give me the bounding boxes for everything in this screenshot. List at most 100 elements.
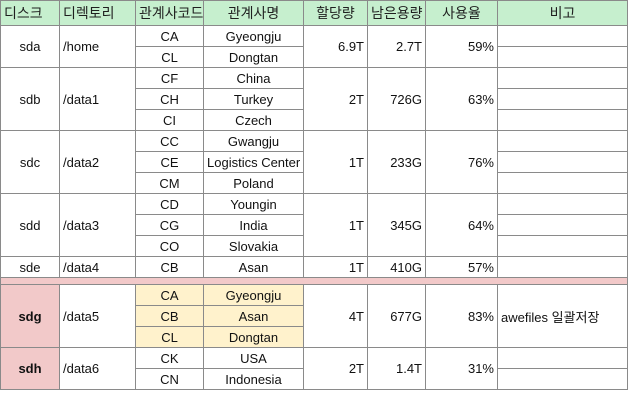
header-note[interactable]: 비고: [497, 0, 628, 26]
cell-alloc[interactable]: 4T: [303, 284, 368, 348]
cell-code[interactable]: CA: [135, 284, 204, 306]
cell-name[interactable]: Slovakia: [203, 235, 304, 257]
cell-note[interactable]: [497, 235, 628, 257]
cell-directory[interactable]: /data5: [59, 284, 136, 348]
cell-note[interactable]: awefiles 일괄저장: [497, 284, 628, 348]
cell-name[interactable]: Dongtan: [203, 326, 304, 348]
cell-note[interactable]: [497, 256, 628, 278]
cell-code[interactable]: CA: [135, 25, 204, 47]
cell-code[interactable]: CO: [135, 235, 204, 257]
cell-disk[interactable]: sdc: [0, 130, 60, 194]
cell-note[interactable]: [497, 25, 628, 47]
cell-remain[interactable]: 677G: [367, 284, 426, 348]
cell-alloc[interactable]: 2T: [303, 67, 368, 131]
cell-note[interactable]: [497, 172, 628, 194]
cell-disk[interactable]: sde: [0, 256, 60, 278]
table-row: sdg /data5 CA Gyeongju 4T 677G 83% awefi…: [0, 284, 628, 348]
cell-name[interactable]: Logistics Center: [203, 151, 304, 173]
cell-code[interactable]: CI: [135, 109, 204, 131]
table-row: CH Turkey: [1, 88, 628, 110]
cell-alloc[interactable]: 1T: [303, 193, 368, 257]
cell-disk[interactable]: sdh: [0, 347, 60, 390]
cell-code[interactable]: CN: [135, 368, 204, 390]
cell-name[interactable]: Gyeongju: [203, 284, 304, 306]
cell-alloc[interactable]: 1T: [303, 130, 368, 194]
header-code[interactable]: 관계사코드: [135, 0, 204, 26]
header-usage[interactable]: 사용율: [425, 0, 498, 26]
cell-name[interactable]: Asan: [203, 256, 304, 278]
header-directory[interactable]: 디렉토리: [59, 0, 136, 26]
cell-remain[interactable]: 2.7T: [367, 25, 426, 68]
cell-remain[interactable]: 233G: [367, 130, 426, 194]
cell-code[interactable]: CK: [135, 347, 204, 369]
cell-code[interactable]: CC: [135, 130, 204, 152]
cell-name[interactable]: Indonesia: [203, 368, 304, 390]
table-row: sdb /data1 CF China 2T 726G 63%: [0, 67, 628, 131]
cell-directory[interactable]: /data1: [59, 67, 136, 131]
cell-alloc[interactable]: 2T: [303, 347, 368, 390]
cell-note[interactable]: [497, 109, 628, 131]
cell-directory[interactable]: /data6: [59, 347, 136, 390]
cell-name[interactable]: Turkey: [203, 88, 304, 110]
cell-usage[interactable]: 83%: [425, 284, 498, 348]
cell-usage[interactable]: 59%: [425, 25, 498, 68]
cell-note[interactable]: [497, 368, 628, 390]
cell-remain[interactable]: 345G: [367, 193, 426, 257]
cell-usage[interactable]: 64%: [425, 193, 498, 257]
cell-name[interactable]: Asan: [203, 305, 304, 327]
cell-code[interactable]: CL: [135, 46, 204, 68]
separator-row: [0, 277, 628, 285]
cell-disk[interactable]: sdd: [0, 193, 60, 257]
table-row: CM Poland: [1, 172, 628, 194]
cell-usage[interactable]: 31%: [425, 347, 498, 390]
cell-alloc[interactable]: 1T: [303, 256, 368, 278]
cell-name[interactable]: Dongtan: [203, 46, 304, 68]
header-alloc[interactable]: 할당량: [303, 0, 368, 26]
table-row: CN Indonesia: [1, 368, 628, 390]
cell-directory[interactable]: /data3: [59, 193, 136, 257]
cell-note[interactable]: [497, 67, 628, 89]
cell-code[interactable]: CD: [135, 193, 204, 215]
cell-alloc[interactable]: 6.9T: [303, 25, 368, 68]
cell-code[interactable]: CG: [135, 214, 204, 236]
header-remain[interactable]: 남은용량: [367, 0, 426, 26]
cell-name[interactable]: China: [203, 67, 304, 89]
cell-name[interactable]: India: [203, 214, 304, 236]
cell-name[interactable]: Poland: [203, 172, 304, 194]
cell-directory[interactable]: /data2: [59, 130, 136, 194]
cell-remain[interactable]: 1.4T: [367, 347, 426, 390]
cell-remain[interactable]: 726G: [367, 67, 426, 131]
cell-code[interactable]: CL: [135, 326, 204, 348]
cell-usage[interactable]: 57%: [425, 256, 498, 278]
cell-code[interactable]: CB: [135, 305, 204, 327]
cell-usage[interactable]: 76%: [425, 130, 498, 194]
cell-name[interactable]: Gyeongju: [203, 25, 304, 47]
cell-directory[interactable]: /data4: [59, 256, 136, 278]
cell-note[interactable]: [497, 151, 628, 173]
cell-note[interactable]: [497, 214, 628, 236]
table-row: sdd /data3 CD Youngin 1T 345G 64%: [0, 193, 628, 257]
cell-note[interactable]: [497, 46, 628, 68]
cell-name[interactable]: Czech: [203, 109, 304, 131]
cell-code[interactable]: CB: [135, 256, 204, 278]
header-disk[interactable]: 디스크: [0, 0, 60, 26]
cell-note[interactable]: [497, 193, 628, 215]
cell-note[interactable]: [497, 130, 628, 152]
cell-directory[interactable]: /home: [59, 25, 136, 68]
cell-disk[interactable]: sdb: [0, 67, 60, 131]
table-row: sdc /data2 CC Gwangju 1T 233G 76%: [0, 130, 628, 194]
cell-name[interactable]: USA: [203, 347, 304, 369]
cell-disk[interactable]: sda: [0, 25, 60, 68]
cell-name[interactable]: Gwangju: [203, 130, 304, 152]
cell-code[interactable]: CH: [135, 88, 204, 110]
cell-remain[interactable]: 410G: [367, 256, 426, 278]
cell-code[interactable]: CM: [135, 172, 204, 194]
cell-note[interactable]: [497, 347, 628, 369]
cell-code[interactable]: CE: [135, 151, 204, 173]
header-name[interactable]: 관계사명: [203, 0, 304, 26]
cell-name[interactable]: Youngin: [203, 193, 304, 215]
cell-note[interactable]: [497, 88, 628, 110]
cell-code[interactable]: CF: [135, 67, 204, 89]
cell-usage[interactable]: 63%: [425, 67, 498, 131]
cell-disk[interactable]: sdg: [0, 284, 60, 348]
